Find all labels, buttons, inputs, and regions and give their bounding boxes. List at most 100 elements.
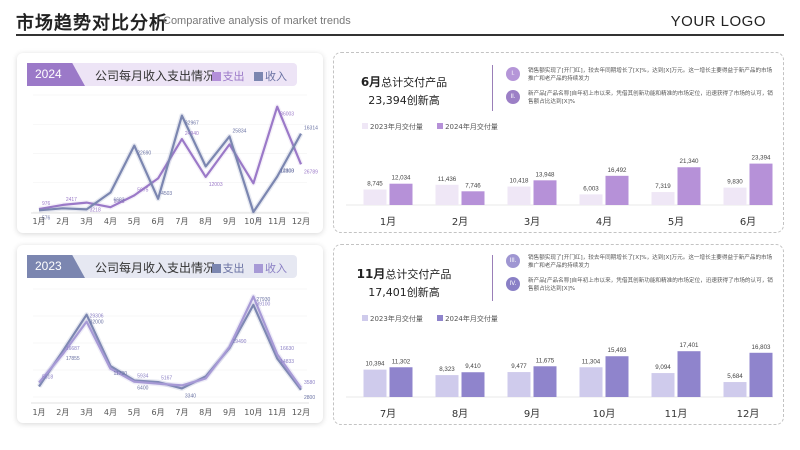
- data-label: 976: [42, 201, 51, 207]
- bar-value-label: 9,094: [655, 364, 671, 371]
- bar-category-label: 4月: [596, 216, 612, 228]
- bar-value-label: 17,401: [680, 342, 699, 349]
- bar-category-label: 9月: [524, 408, 540, 420]
- kpi-notes: I. 销售额实现了[开门红]，较去年同期增长了[X]%，达到[X]万元。这一增长…: [506, 67, 774, 113]
- banner-band: [71, 63, 297, 86]
- line-chart-card-2024: 976 576 2417 3218 1651 6683 5675 22690 4503 32967…: [17, 53, 323, 233]
- bar-2023年月交付量: [579, 367, 603, 397]
- bar-2024年月交付量: [461, 372, 485, 397]
- bar-value-label: 21,340: [680, 158, 699, 165]
- page-subtitle: Comparative analysis of market trends: [163, 15, 351, 27]
- bar-category-label: 3月: [524, 216, 540, 228]
- chart-legend: 支出 收入: [211, 260, 294, 276]
- note-marker: IV.: [506, 277, 520, 291]
- data-label: 26789: [304, 169, 318, 175]
- legend-swatch-expense: [211, 264, 221, 273]
- bar-value-label: 23,394: [752, 155, 771, 162]
- data-label: 32967: [185, 121, 199, 127]
- legend-swatch-2024: [437, 123, 444, 129]
- data-label: 16630: [280, 346, 294, 352]
- year-label: 2024: [35, 67, 62, 81]
- bar-2023年月交付量: [435, 184, 459, 205]
- year-tab-2023: 2023: [27, 255, 85, 278]
- bar-value-label: 15,493: [608, 347, 627, 354]
- bar-2024年月交付量: [461, 191, 485, 205]
- bar-category-label: 10月: [593, 408, 616, 420]
- x-tick-label: 9月: [223, 217, 236, 226]
- bar-value-label: 10,418: [510, 178, 529, 185]
- data-label: 5167: [161, 376, 172, 382]
- data-label: 5618: [42, 375, 53, 381]
- legend-expense: 支出: [222, 70, 245, 83]
- bar-2023年月交付量: [435, 375, 459, 397]
- bar-legend: 2023年月交付量 2024年月交付量: [362, 122, 510, 132]
- x-tick-label: 3月: [80, 217, 93, 226]
- x-tick-label: 5月: [128, 408, 141, 417]
- x-tick-label: 4月: [104, 408, 117, 417]
- data-label: 2800: [304, 395, 315, 401]
- data-label: 27930: [256, 297, 270, 303]
- legend-expense: 支出: [222, 262, 245, 275]
- bar-2023年月交付量: [723, 187, 747, 205]
- data-label: 36003: [280, 112, 294, 118]
- note-item: III. 销售额实现了[开门红]，较去年同期增长了[X]%，达到[X]万元。这一…: [506, 254, 774, 270]
- x-tick-label: 7月: [175, 217, 188, 226]
- bar-2024年月交付量: [749, 352, 773, 397]
- x-tick-label: 1月: [32, 217, 45, 226]
- year-label: 2023: [35, 259, 62, 273]
- note-item: II. 新产品[产品名称]自年初上市以来，凭借其创新功能和精准的市场定位，迅速获…: [506, 90, 774, 106]
- data-label: 24940: [185, 131, 199, 137]
- legend-income: 收入: [265, 70, 287, 83]
- bar-2023年月交付量: [723, 382, 747, 397]
- x-tick-label: 12月: [292, 217, 310, 226]
- bar-category-label: 11月: [665, 408, 688, 420]
- legend-swatch-2024: [437, 315, 444, 321]
- bar-category-label: 8月: [452, 408, 468, 420]
- data-label: 22690: [137, 151, 151, 157]
- note-text: 新产品[产品名称]自年初上市以来，凭借其创新功能和精准的市场定位，迅速获得了市场…: [528, 91, 773, 105]
- data-label: 14833: [280, 359, 294, 365]
- data-label: 576: [42, 215, 51, 221]
- kpi-panel-bottom: 10,394 11,302 7月 8,323 9,410 8月 9,477 11,675 9月 1…: [333, 244, 784, 425]
- bar-category-label: 6月: [740, 216, 756, 228]
- legend-2024: 2024年月交付量: [445, 315, 498, 323]
- bar-value-label: 9,410: [465, 363, 481, 370]
- logo: YOUR LOGO: [670, 13, 766, 30]
- bar-value-label: 12,034: [392, 175, 411, 182]
- data-label: 25834: [233, 128, 247, 134]
- bar-category-label: 12月: [737, 408, 760, 420]
- bar-value-label: 5,684: [727, 373, 743, 380]
- data-label: 11790: [113, 371, 127, 377]
- series-line-收入: [38, 295, 302, 389]
- kpi-divider: [492, 65, 493, 111]
- data-label: 2417: [66, 197, 77, 203]
- x-tick-label: 5月: [128, 217, 141, 226]
- legend-2024: 2024年月交付量: [445, 123, 498, 131]
- data-label: 3340: [185, 393, 196, 399]
- note-item: IV. 新产品[产品名称]自年初上市以来，凭借其创新功能和精准的市场定位，迅速获…: [506, 277, 774, 293]
- bar-legend: 2023年月交付量 2024年月交付量: [362, 314, 510, 324]
- year-tab-2024: 2024: [27, 63, 85, 86]
- x-tick-label: 8月: [199, 408, 212, 417]
- note-marker: III.: [506, 254, 520, 268]
- page-header: 市场趋势对比分析 Comparative analysis of market …: [0, 0, 800, 40]
- bar-value-label: 8,745: [367, 181, 383, 188]
- legend-2023: 2023年月交付量: [370, 315, 423, 323]
- x-tick-label: 7月: [175, 408, 188, 417]
- legend-swatch-2023: [362, 315, 368, 321]
- bar-2023年月交付量: [651, 373, 675, 397]
- bar-2024年月交付量: [389, 183, 413, 205]
- bar-2024年月交付量: [605, 356, 629, 397]
- data-label: 6683: [113, 197, 124, 203]
- bar-value-label: 9,477: [511, 363, 527, 370]
- x-tick-label: 2月: [56, 217, 69, 226]
- kpi-summary: 11月总计交付产品 17,401创新高: [344, 265, 464, 300]
- bar-value-label: 11,304: [582, 358, 601, 365]
- bar-category-label: 2月: [452, 216, 468, 228]
- data-label: 16314: [304, 126, 318, 132]
- series-line-收入: [38, 114, 302, 214]
- kpi-month: 11月: [356, 267, 386, 281]
- kpi-title: 11月总计交付产品: [344, 265, 464, 282]
